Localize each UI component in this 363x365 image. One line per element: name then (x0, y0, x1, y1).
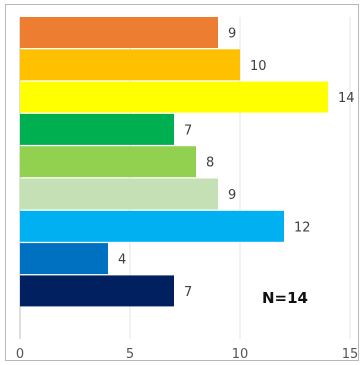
bar-3 (20, 81, 328, 113)
bar-1 (20, 17, 218, 48)
x-tick-10: 10 (232, 347, 249, 362)
bar-7 (20, 210, 284, 242)
value-label-6: 9 (228, 188, 236, 203)
bars (20, 17, 328, 307)
x-axis-ticks: 0 5 10 15 (16, 347, 358, 362)
sample-size-annotation: N=14 (262, 289, 308, 307)
bar-2 (20, 49, 240, 81)
value-label-8: 4 (118, 253, 126, 268)
value-labels: 9 10 14 7 8 9 12 4 7 (118, 27, 355, 300)
value-label-7: 12 (294, 220, 311, 235)
bar-5 (20, 146, 196, 178)
value-label-3: 14 (338, 91, 355, 106)
chart-frame (5, 4, 359, 361)
value-label-9: 7 (184, 285, 192, 300)
bar-6 (20, 178, 218, 210)
value-label-1: 9 (228, 27, 236, 42)
bar-9 (20, 275, 174, 307)
bar-4 (20, 113, 174, 145)
value-label-2: 10 (250, 59, 267, 74)
x-tick-0: 0 (16, 347, 24, 362)
value-label-5: 8 (206, 156, 214, 171)
x-tick-15: 15 (342, 347, 359, 362)
bar-8 (20, 243, 108, 275)
x-tick-5: 5 (126, 347, 134, 362)
value-label-4: 7 (184, 123, 192, 138)
